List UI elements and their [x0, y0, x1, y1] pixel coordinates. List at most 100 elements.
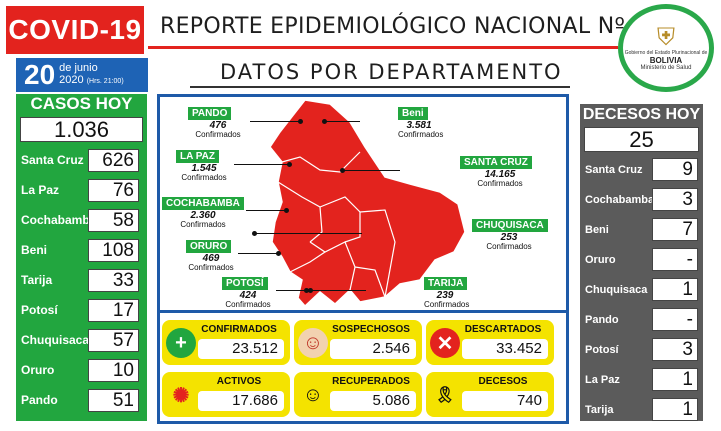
plus-icon: +: [166, 328, 196, 358]
map-connector-line: [342, 170, 400, 171]
date-month: de junio: [59, 62, 98, 74]
casos-dept-name: Beni: [21, 243, 48, 257]
stat-card-value: 740: [462, 391, 548, 411]
casos-dept-name: Santa Cruz: [21, 153, 84, 167]
map-label-value: 3.581: [406, 120, 432, 131]
decesos-dept-name: Beni: [585, 223, 609, 236]
decesos-row: La Paz 1: [580, 366, 703, 393]
map-connector-line: [254, 233, 362, 234]
map-label-value: 424: [239, 290, 257, 301]
map-connector-line: [324, 121, 360, 122]
map-connector-line: [250, 121, 300, 122]
decesos-dept-value: 9: [652, 158, 698, 181]
map-label-cochabamba: COCHABAMBA 2.360 Confirmados: [162, 193, 244, 229]
report-title: REPORTE EPIDEMIOLÓGICO NACIONAL Nº 97: [160, 14, 662, 39]
logo-line1: Gobierno del Estado Plurinacional de: [624, 49, 708, 56]
casos-dept-value: 58: [88, 209, 139, 232]
map-connector-line: [276, 290, 306, 291]
decesos-row: Beni 7: [580, 216, 703, 243]
date-year: 2020: [59, 74, 84, 86]
stat-card-recuperados: ☺ RECUPERADOS 5.086: [294, 372, 422, 417]
stat-card-value: 33.452: [462, 339, 548, 359]
casos-row: Santa Cruz 626: [16, 147, 147, 174]
map-label-confirmados: Confirmados: [398, 130, 444, 139]
map-label-confirmados: Confirmados: [180, 220, 226, 229]
decesos-total: 25: [584, 127, 699, 152]
covid-badge: COVID-19: [6, 6, 144, 54]
casos-total: 1.036: [20, 117, 143, 142]
decesos-dept-value: 7: [652, 218, 698, 241]
stat-card-decesos: 🎗 DECESOS 740: [426, 372, 554, 417]
casos-dept-value: 33: [88, 269, 139, 292]
map-label-confirmados: Confirmados: [181, 173, 227, 182]
stat-card-title: CONFIRMADOS: [201, 324, 277, 335]
logo-line2: BOLIVIA: [649, 55, 683, 65]
map-label-value: 239: [436, 290, 454, 301]
coat-of-arms-icon: ⛨: [657, 23, 675, 51]
map-connector-line: [246, 210, 286, 211]
casos-row: Oruro 10: [16, 357, 147, 384]
decesos-dept-value: 1: [652, 398, 698, 421]
decesos-row: Cochabamba 3: [580, 186, 703, 213]
page-subtitle: DATOS POR DEPARTAMENTO: [220, 60, 563, 84]
decesos-dept-name: La Paz: [585, 373, 620, 386]
stat-card-title: DECESOS: [478, 376, 528, 387]
smile-icon: ☺: [298, 380, 328, 410]
decesos-row: Chuquisaca 1: [580, 276, 703, 303]
map-connector-dot: [308, 288, 313, 293]
casos-dept-name: Oruro: [21, 363, 55, 377]
subtitle-underline: [190, 86, 570, 88]
stat-card-descartados: ✕ DESCARTADOS 33.452: [426, 320, 554, 365]
map-stats-divider: [157, 310, 569, 313]
map-connector-dot: [322, 119, 327, 124]
date-hours: (Hrs. 21:00): [86, 78, 124, 85]
casos-row: Cochabamba 58: [16, 207, 147, 234]
date-month-block: de junio 2020 (Hrs. 21:00): [59, 62, 124, 88]
casos-dept-value: 17: [88, 299, 139, 322]
map-connector-dot: [276, 251, 281, 256]
map-connector-dot: [298, 119, 303, 124]
map-connector-dot: [284, 208, 289, 213]
stat-card-title: ACTIVOS: [216, 376, 262, 387]
casos-dept-name: Chuquisaca: [21, 333, 90, 347]
map-label-confirmados: Confirmados: [477, 179, 523, 188]
map-label-tag: COCHABAMBA: [162, 197, 244, 210]
stat-card-title: DESCARTADOS: [464, 324, 542, 335]
decesos-dept-name: Chuquisaca: [585, 283, 648, 296]
casos-dept-name: Potosí: [21, 303, 58, 317]
stat-card-value: 2.546: [330, 339, 416, 359]
map-connector-line: [234, 164, 289, 165]
decesos-dept-value: 3: [652, 188, 698, 211]
stat-card-value: 5.086: [330, 391, 416, 411]
decesos-dept-name: Tarija: [585, 403, 614, 416]
decesos-row: Oruro -: [580, 246, 703, 273]
map-label-confirmados: Confirmados: [195, 130, 241, 139]
header-divider: [148, 46, 618, 49]
map-label-value: 1.545: [191, 163, 217, 174]
decesos-dept-value: 3: [652, 338, 698, 361]
decesos-row: Pando -: [580, 306, 703, 333]
map-label-beni: Beni 3.581 Confirmados: [398, 103, 444, 139]
decesos-dept-name: Pando: [585, 313, 619, 326]
map-label-potos-: POTOSÍ 424 Confirmados: [222, 273, 274, 309]
stat-card-sospechosos: ☺ SOSPECHOSOS 2.546: [294, 320, 422, 365]
decesos-dept-name: Potosí: [585, 343, 619, 356]
map-connector-dot: [252, 231, 257, 236]
date-box: 20 de junio 2020 (Hrs. 21:00): [16, 58, 148, 92]
casos-row: Tarija 33: [16, 267, 147, 294]
map-label-tag: CHUQUISACA: [472, 219, 548, 232]
casos-row: Beni 108: [16, 237, 147, 264]
map-label-tag: SANTA CRUZ: [460, 156, 532, 169]
casos-row: La Paz 76: [16, 177, 147, 204]
decesos-dept-value: 1: [652, 368, 698, 391]
map-label-confirmados: Confirmados: [225, 300, 271, 309]
map-connector-dot: [287, 162, 292, 167]
stat-card-title: RECUPERADOS: [332, 376, 410, 387]
mask-face-icon: ☺: [298, 328, 328, 358]
decesos-dept-value: -: [652, 248, 698, 271]
casos-row: Potosí 17: [16, 297, 147, 324]
map-connector-line: [310, 290, 366, 291]
logo-line3: Ministerio de Salud: [640, 64, 692, 71]
map-label-value: 2.360: [190, 210, 216, 221]
map-label-value: 253: [500, 232, 518, 243]
